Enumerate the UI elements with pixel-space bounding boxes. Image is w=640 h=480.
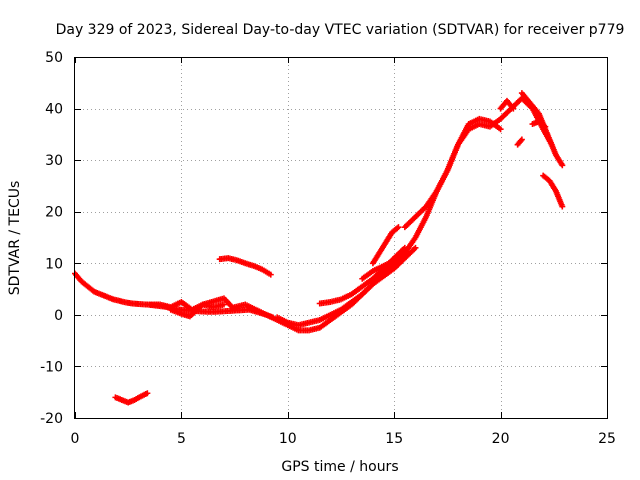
- x-axis-label: GPS time / hours: [281, 459, 398, 475]
- series-arc12: [497, 97, 517, 112]
- y-tick-label: 30: [45, 153, 63, 169]
- data-point: [395, 224, 402, 231]
- x-tick-label: 25: [598, 431, 616, 447]
- data-point: [220, 301, 227, 308]
- data-point: [144, 390, 151, 397]
- series-arc3: [167, 295, 238, 320]
- plot-frame: [74, 57, 608, 419]
- x-tick-label: 20: [492, 431, 510, 447]
- y-axis-label: SDTVAR / TECUs: [7, 181, 23, 296]
- data-point: [542, 123, 549, 130]
- y-tick-labels: -20 -10 0 10 20 30 40 50: [40, 50, 63, 427]
- series-arc15: [514, 136, 525, 148]
- tick-marks: [75, 57, 608, 419]
- data-point: [510, 105, 517, 112]
- grid: [75, 57, 607, 418]
- series-arc6: [274, 244, 419, 329]
- chart-title: Day 329 of 2023, Sidereal Day-to-day VTE…: [56, 22, 625, 38]
- data-point: [518, 136, 525, 143]
- y-tick-label: -20: [40, 411, 63, 427]
- y-tick-label: 50: [45, 50, 63, 66]
- y-tick-label: 0: [54, 308, 63, 324]
- data-point: [497, 126, 504, 133]
- data-point: [412, 244, 419, 251]
- y-tick-label: 10: [45, 256, 63, 272]
- x-tick-labels: 0 5 10 15 20 25: [71, 431, 616, 447]
- x-tick-label: 15: [385, 431, 403, 447]
- series-arc9: [369, 224, 402, 267]
- y-tick-label: -10: [40, 359, 63, 375]
- data-point: [267, 271, 274, 278]
- series-arc11: [401, 115, 504, 231]
- series-arc17: [112, 390, 151, 406]
- data-point: [559, 162, 566, 169]
- data-series: [72, 90, 566, 406]
- series-arc14: [529, 118, 549, 130]
- series-arc4: [216, 255, 274, 278]
- y-tick-label: 40: [45, 102, 63, 118]
- x-tick-label: 0: [71, 431, 80, 447]
- data-point: [559, 203, 566, 210]
- series-arc16: [540, 172, 566, 210]
- x-tick-label: 5: [177, 431, 186, 447]
- x-tick-label: 10: [279, 431, 297, 447]
- y-tick-label: 20: [45, 205, 63, 221]
